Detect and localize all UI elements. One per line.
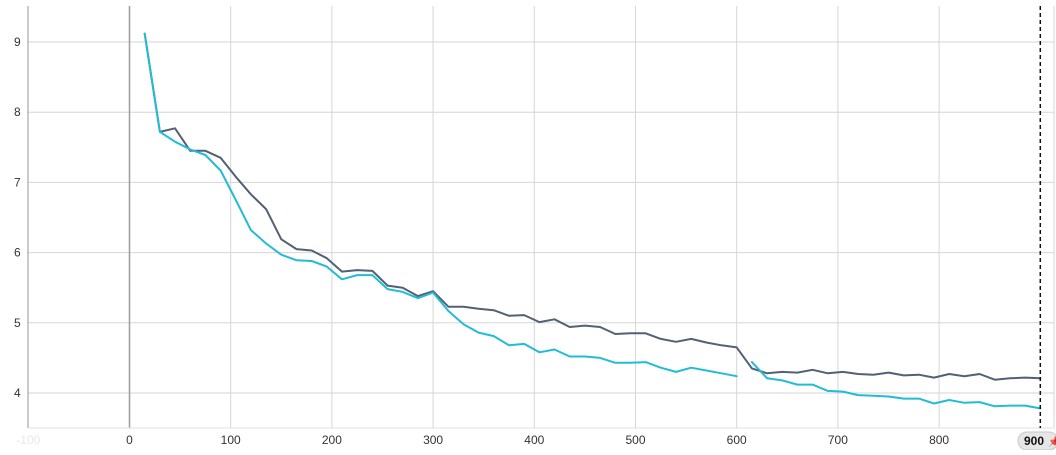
y-tick-label: 6	[14, 246, 21, 260]
y-tick-label: 5	[14, 316, 21, 330]
cursor-layer[interactable]: 900 📌	[1017, 6, 1056, 451]
y-tick-label: 4	[14, 386, 21, 400]
x-tick-label: 600	[727, 433, 747, 447]
x-tick-label: 300	[423, 433, 443, 447]
x-tick-label: 100	[221, 433, 241, 447]
y-tick-label: 8	[14, 105, 21, 119]
x-tick-label-faded: -100	[16, 433, 40, 447]
x-tick-label: 200	[322, 433, 342, 447]
tick-label-layer: 4 5 6 7 8 9 0 100 200 300 400 500 600 700 800 -100	[14, 35, 949, 447]
cursor-badge-label: 900	[1024, 434, 1044, 448]
grid-layer	[28, 6, 1055, 428]
y-tick-label: 9	[14, 35, 21, 49]
x-tick-label: 500	[625, 433, 645, 447]
pin-icon[interactable]: 📌	[1048, 435, 1056, 448]
series-layer	[143, 32, 1042, 410]
x-tick-label: 400	[524, 433, 544, 447]
series-line-1	[143, 32, 1042, 410]
x-tick-label: 800	[929, 433, 949, 447]
axis-layer	[27, 6, 1054, 429]
series-line-2	[750, 361, 769, 380]
y-tick-label: 7	[14, 175, 21, 189]
x-tick-label: 0	[126, 433, 133, 447]
series-line-0	[143, 32, 1042, 381]
x-tick-label: 700	[828, 433, 848, 447]
